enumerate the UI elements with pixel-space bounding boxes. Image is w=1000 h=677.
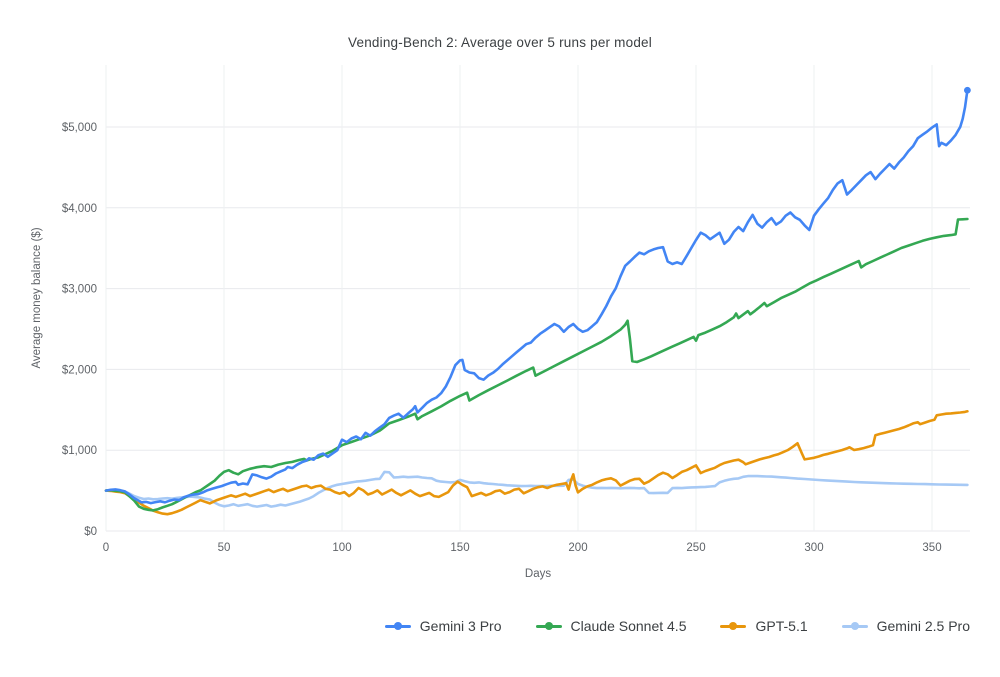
- series-line-gemini-2-5-pro: [104, 470, 969, 508]
- legend-dot-icon: [393, 622, 402, 630]
- series-line-gpt-5-1: [104, 409, 969, 516]
- x-tick-label: 250: [686, 542, 705, 554]
- x-tick-label: 100: [332, 542, 351, 554]
- y-tick-label: $2,000: [62, 364, 97, 376]
- y-tick-label: $4,000: [62, 203, 97, 215]
- x-tick-label: 350: [922, 542, 941, 554]
- chart-title: Vending-Bench 2: Average over 5 runs per…: [348, 35, 652, 50]
- series-end-dot-gemini-3-pro: [964, 86, 971, 94]
- x-tick-label: 300: [804, 542, 823, 554]
- legend-line-marker-icon: [535, 622, 562, 630]
- legend-dot-icon: [544, 622, 553, 630]
- legend-line-marker-icon: [841, 622, 868, 630]
- legend-line-marker-icon: [720, 622, 747, 630]
- legend-line-marker-icon: [384, 622, 411, 630]
- legend: Gemini 3 Pro Claude Sonnet 4.5 GPT-5.1 Gemi…: [0, 618, 970, 634]
- y-tick-label: $5,000: [62, 122, 97, 134]
- legend-item-gemini-3-pro[interactable]: Gemini 3 Pro: [384, 618, 502, 634]
- legend-label: Gemini 3 Pro: [419, 618, 502, 634]
- y-tick-label: $1,000: [62, 445, 97, 457]
- legend-item-gemini-2-5-pro[interactable]: Gemini 2.5 Pro: [841, 618, 970, 634]
- x-tick-label: 150: [450, 542, 469, 554]
- series-line-gemini-3-pro: [104, 88, 969, 505]
- legend-dot-icon: [729, 622, 738, 630]
- x-tick-label: 200: [568, 542, 587, 554]
- legend-label: GPT-5.1: [755, 618, 808, 634]
- y-tick-label: $0: [84, 526, 97, 538]
- legend-label: Claude Sonnet 4.5: [570, 618, 687, 634]
- legend-item-gpt-5-1[interactable]: GPT-5.1: [720, 618, 808, 634]
- y-tick-label: $3,000: [62, 284, 97, 296]
- x-tick-label: 0: [103, 542, 109, 554]
- y-axis-label: Average money balance ($): [31, 227, 43, 369]
- legend-label: Gemini 2.5 Pro: [876, 618, 970, 634]
- series-line-claude-sonnet-4-5: [104, 217, 969, 512]
- x-tick-label: 50: [218, 542, 231, 554]
- legend-dot-icon: [850, 622, 859, 630]
- x-axis-label: Days: [524, 568, 552, 580]
- legend-item-claude-sonnet-4-5[interactable]: Claude Sonnet 4.5: [535, 618, 687, 634]
